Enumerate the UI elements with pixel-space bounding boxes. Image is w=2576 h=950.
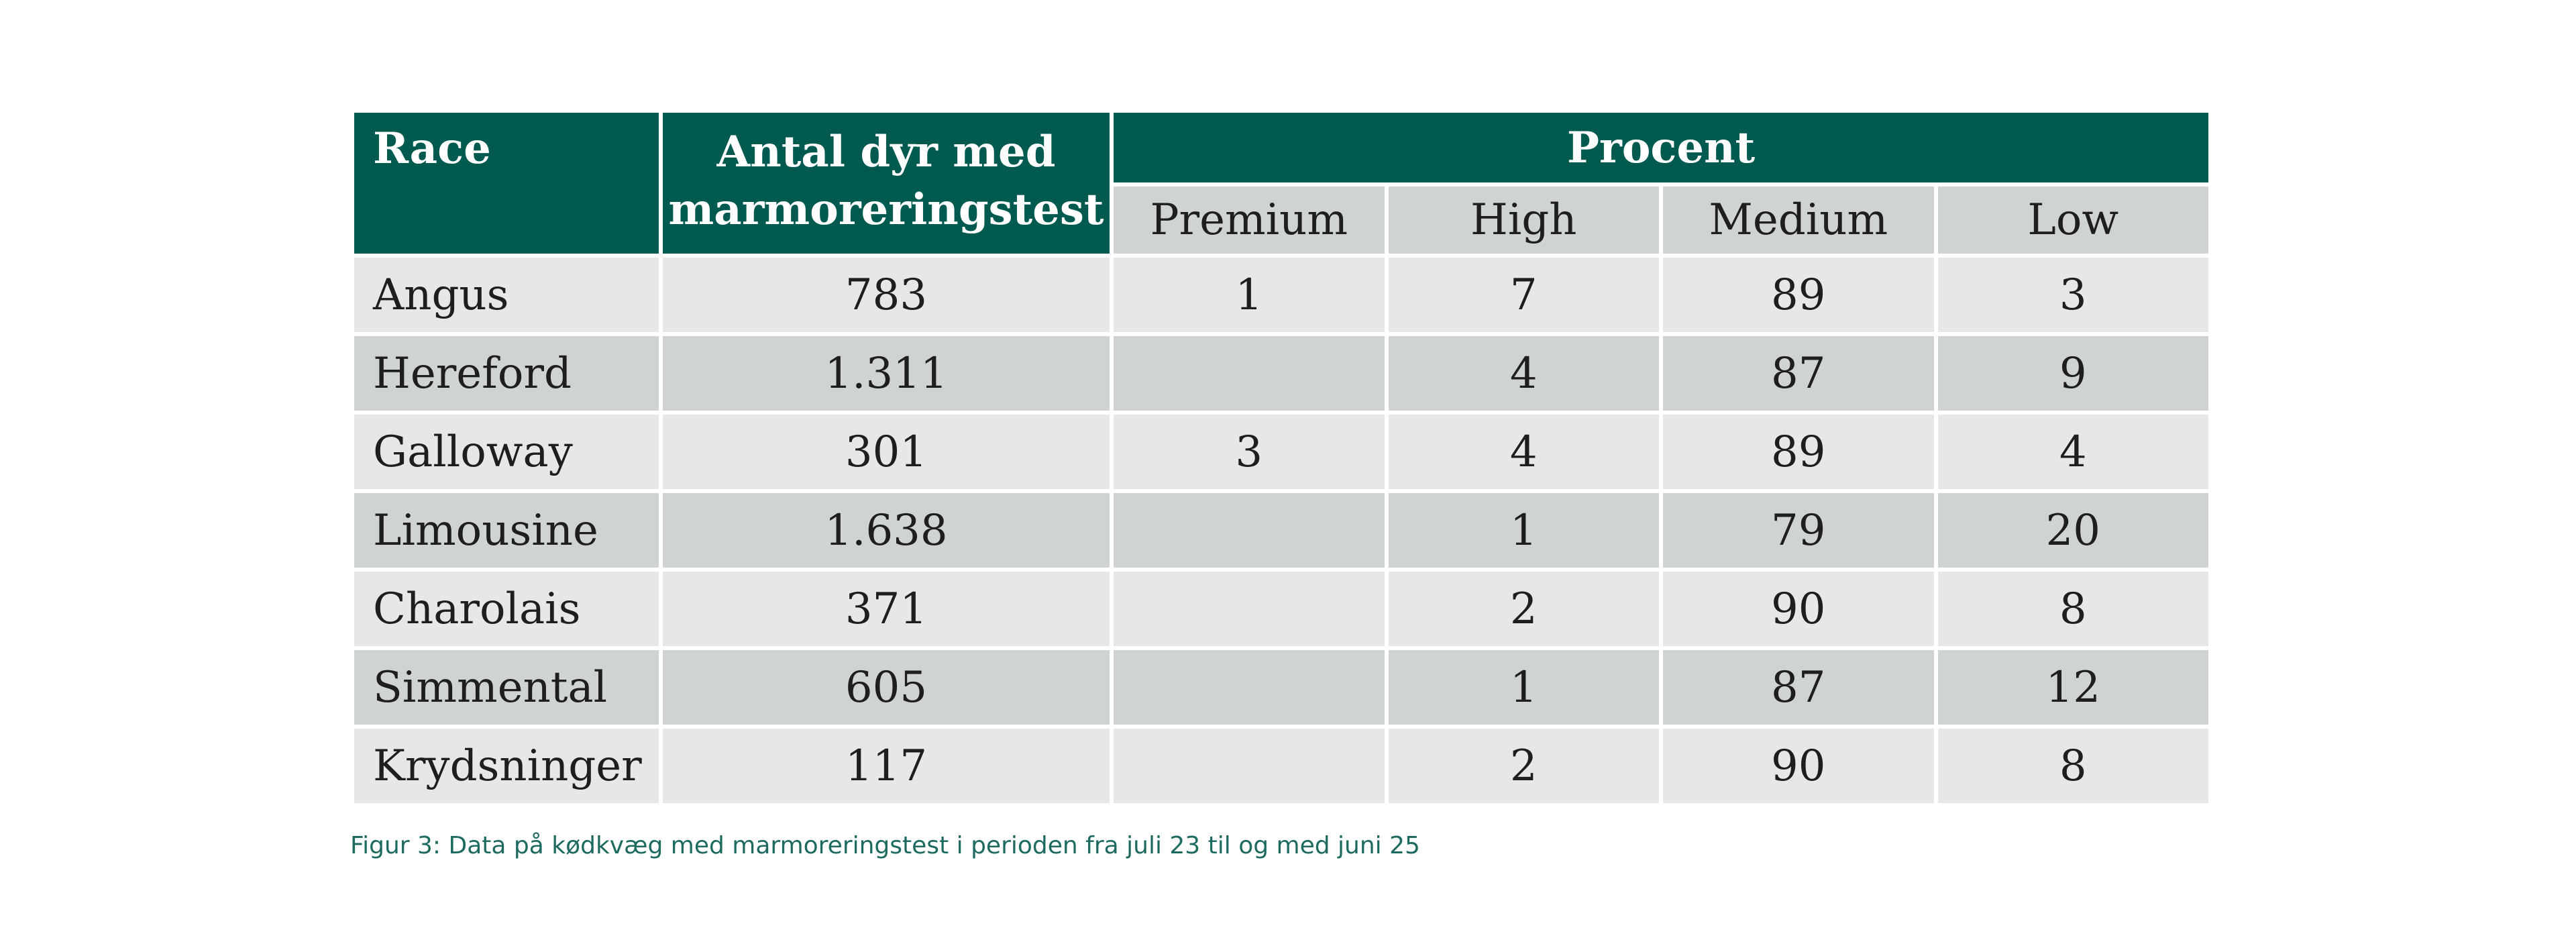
header-row: Race Antal dyr med marmoreringstest Proc… — [352, 111, 2210, 184]
race-cell: Galloway — [352, 413, 661, 491]
column-header-premium: Premium — [1112, 184, 1387, 256]
table-row: Simmental 605 1 87 12 — [352, 648, 2210, 727]
medium-cell: 89 — [1661, 256, 1936, 334]
race-cell: Krydsninger — [352, 727, 661, 805]
table-row: Limousine 1.638 1 79 20 — [352, 491, 2210, 570]
antal-cell: 371 — [661, 570, 1112, 648]
column-header-antal: Antal dyr med marmoreringstest — [661, 111, 1112, 256]
medium-cell: 79 — [1661, 491, 1936, 570]
premium-cell — [1112, 648, 1387, 727]
high-cell: 1 — [1387, 648, 1662, 727]
high-cell: 4 — [1387, 413, 1662, 491]
high-cell: 2 — [1387, 570, 1662, 648]
premium-cell: 3 — [1112, 413, 1387, 491]
column-header-high: High — [1387, 184, 1662, 256]
low-cell: 8 — [1936, 727, 2211, 805]
medium-cell: 90 — [1661, 570, 1936, 648]
table-row: Charolais 371 2 90 8 — [352, 570, 2210, 648]
medium-cell: 89 — [1661, 413, 1936, 491]
low-cell: 8 — [1936, 570, 2211, 648]
race-cell: Angus — [352, 256, 661, 334]
low-cell: 4 — [1936, 413, 2211, 491]
table-row: Galloway 301 3 4 89 4 — [352, 413, 2210, 491]
low-cell: 9 — [1936, 334, 2211, 413]
medium-cell: 90 — [1661, 727, 1936, 805]
low-cell: 12 — [1936, 648, 2211, 727]
low-cell: 20 — [1936, 491, 2211, 570]
race-cell: Limousine — [352, 491, 661, 570]
race-cell: Simmental — [352, 648, 661, 727]
race-cell: Hereford — [352, 334, 661, 413]
antal-cell: 1.638 — [661, 491, 1112, 570]
race-cell: Charolais — [352, 570, 661, 648]
high-cell: 4 — [1387, 334, 1662, 413]
table-row: Krydsninger 117 2 90 8 — [352, 727, 2210, 805]
data-table-container: Race Antal dyr med marmoreringstest Proc… — [350, 109, 2208, 807]
column-header-medium: Medium — [1661, 184, 1936, 256]
figure-caption: Figur 3: Data på kødkvæg med marmorering… — [350, 832, 1420, 859]
column-header-procent: Procent — [1112, 111, 2210, 184]
high-cell: 7 — [1387, 256, 1662, 334]
high-cell: 1 — [1387, 491, 1662, 570]
premium-cell: 1 — [1112, 256, 1387, 334]
medium-cell: 87 — [1661, 334, 1936, 413]
column-header-race: Race — [352, 111, 661, 256]
high-cell: 2 — [1387, 727, 1662, 805]
antal-cell: 1.311 — [661, 334, 1112, 413]
premium-cell — [1112, 334, 1387, 413]
premium-cell — [1112, 727, 1387, 805]
antal-cell: 783 — [661, 256, 1112, 334]
antal-cell: 301 — [661, 413, 1112, 491]
antal-cell: 117 — [661, 727, 1112, 805]
medium-cell: 87 — [1661, 648, 1936, 727]
premium-cell — [1112, 570, 1387, 648]
premium-cell — [1112, 491, 1387, 570]
antal-cell: 605 — [661, 648, 1112, 727]
marbling-data-table: Race Antal dyr med marmoreringstest Proc… — [350, 109, 2212, 807]
column-header-low: Low — [1936, 184, 2211, 256]
table-row: Hereford 1.311 4 87 9 — [352, 334, 2210, 413]
low-cell: 3 — [1936, 256, 2211, 334]
table-row: Angus 783 1 7 89 3 — [352, 256, 2210, 334]
